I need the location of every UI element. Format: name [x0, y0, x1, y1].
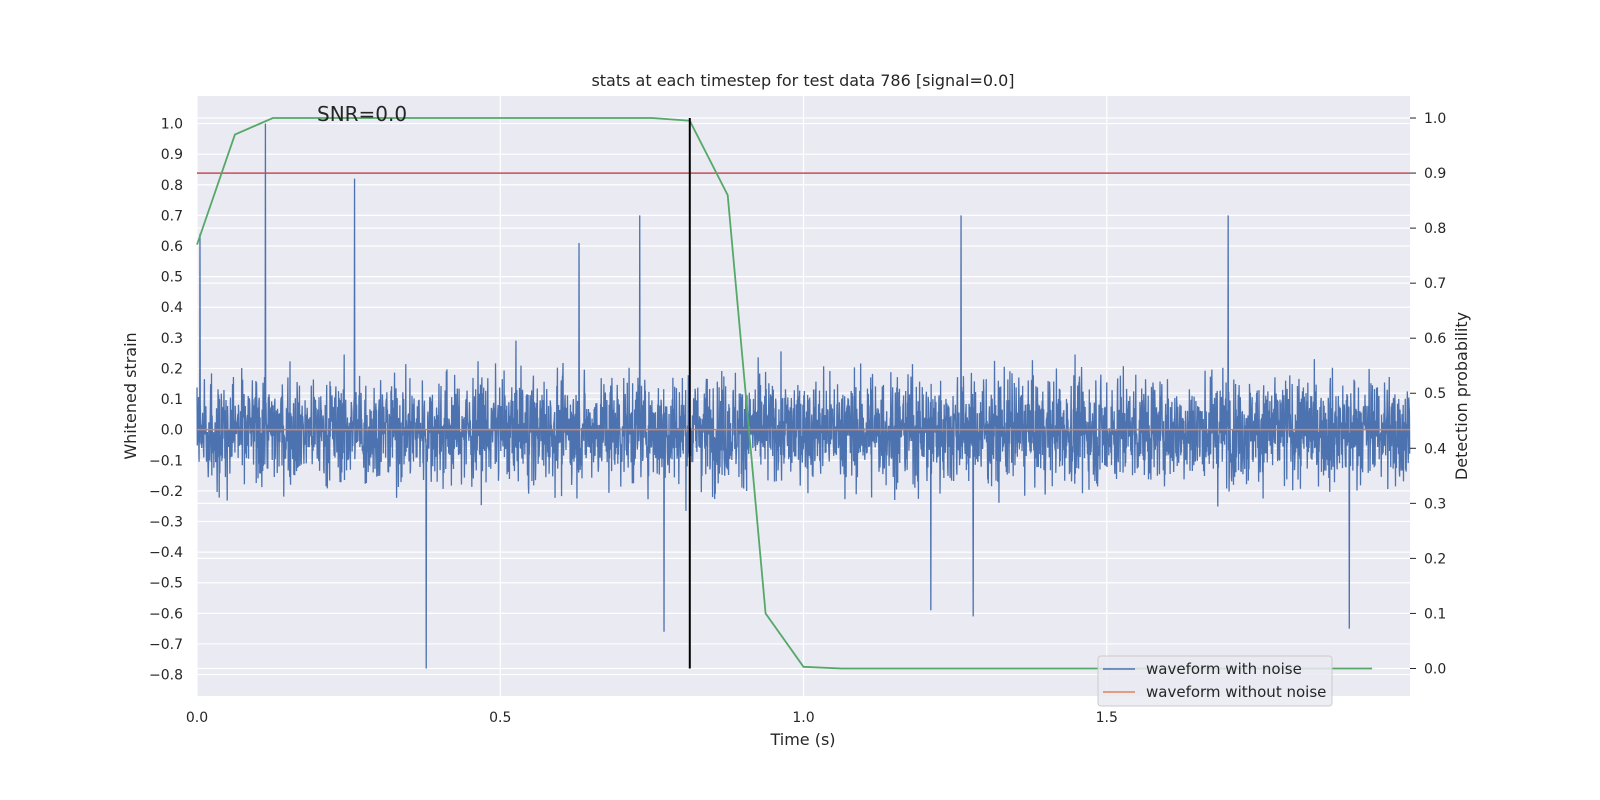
- y-left-tick-label: 0.7: [161, 208, 183, 224]
- y-right-tick-label: 0.6: [1424, 331, 1446, 347]
- y-left-tick-label: −0.7: [149, 637, 183, 653]
- y-left-tick-label: 0.2: [161, 361, 183, 377]
- y-left-tick-label: −0.4: [149, 545, 183, 561]
- y-axis-label-left: Whitened strain: [121, 332, 140, 459]
- y-right-tick-label: 0.7: [1424, 276, 1446, 292]
- y-right-tick-label: 0.4: [1424, 441, 1446, 457]
- y-left-tick-label: −0.6: [149, 606, 183, 622]
- axes-ticks: 0.0 0.5 1.0 1.5 −0.8 −0.7 −0.6 −0.5 −0.4 −0.3 −0.2…: [149, 111, 1446, 726]
- y-left-tick-label: 0.4: [161, 300, 183, 316]
- legend-label-waveform-without-noise: waveform without noise: [1146, 683, 1326, 701]
- y-left-tick-label: −0.3: [149, 515, 183, 531]
- x-tick-label: 0.0: [186, 710, 208, 726]
- waveform-with-noise-series: [196, 123, 1411, 669]
- y-right-tick-label: 0.0: [1424, 661, 1446, 677]
- x-tick-label: 1.5: [1096, 710, 1118, 726]
- snr-annotation: SNR=0.0: [317, 102, 407, 126]
- y-right-tick-label: 0.1: [1424, 606, 1446, 622]
- y-right-tick-label: 0.9: [1424, 166, 1446, 182]
- y-left-tick-label: 1.0: [161, 117, 183, 133]
- legend-box: [1097, 655, 1333, 707]
- x-axis-label: Time (s): [769, 730, 835, 749]
- y-left-tick-label: 0.6: [161, 239, 183, 255]
- grid: [196, 96, 1410, 696]
- y-axis-label-right: Detection probability: [1452, 312, 1471, 480]
- y-left-tick-label: −0.5: [149, 576, 183, 592]
- y-right-tick-label: 0.5: [1424, 386, 1446, 402]
- y-left-tick-label: 0.5: [161, 270, 183, 286]
- y-right-tick-label: 0.8: [1424, 221, 1446, 237]
- y-right-tick-label: 0.3: [1424, 496, 1446, 512]
- y-left-tick-label: −0.8: [149, 668, 183, 684]
- waveform-with-noise-line: [196, 123, 1411, 669]
- y-left-tick-label: 0.0: [161, 423, 183, 439]
- legend: waveform with noise waveform without noi…: [1097, 655, 1333, 707]
- y-left-tick-label: 0.3: [161, 331, 183, 347]
- x-tick-label: 0.5: [489, 710, 511, 726]
- y-left-tick-label: 0.8: [161, 178, 183, 194]
- y-left-tick-label: 0.1: [161, 392, 183, 408]
- y-right-tick-label: 1.0: [1424, 111, 1446, 127]
- y-left-tick-label: 0.9: [161, 147, 183, 163]
- y-left-tick-label: −0.1: [149, 453, 183, 469]
- chart-title: stats at each timestep for test data 786…: [591, 71, 1014, 90]
- y-left-tick-label: −0.2: [149, 484, 183, 500]
- x-tick-label: 1.0: [792, 710, 814, 726]
- y-right-tick-label: 0.2: [1424, 551, 1446, 567]
- legend-label-waveform-with-noise: waveform with noise: [1146, 660, 1302, 678]
